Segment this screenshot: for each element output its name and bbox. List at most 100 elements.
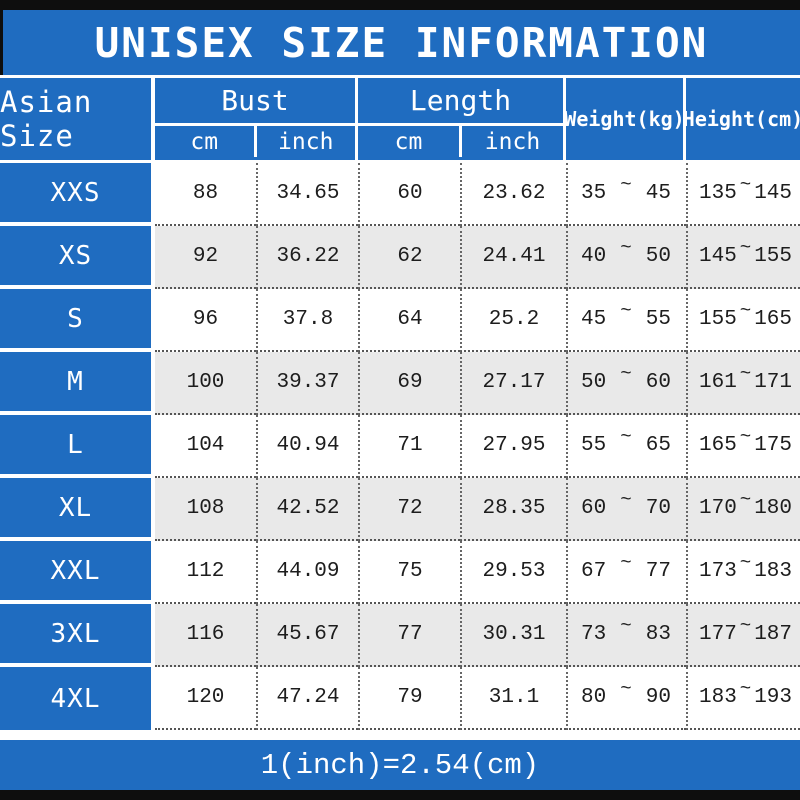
bust-cm-value: 96 (155, 289, 256, 352)
tilde-separator: ~ (620, 614, 632, 637)
height-max-value: 171 (754, 371, 792, 394)
page-title: UNISEX SIZE INFORMATION (94, 18, 709, 67)
weight-range: 40 ~50 (566, 226, 686, 289)
weight-range: 60 ~70 (566, 478, 686, 541)
weight-range: 80 ~90 (566, 667, 686, 730)
tilde-separator: ~ (739, 614, 752, 637)
tilde-separator: ~ (620, 173, 632, 196)
bottom-black-bar (0, 790, 800, 800)
length-cm-value: 69 (358, 352, 460, 415)
col-header-asian-size: Asian Size (0, 78, 155, 160)
tilde-separator: ~ (620, 362, 632, 385)
size-label: M (0, 352, 155, 415)
length-cm-value: 72 (358, 478, 460, 541)
length-cm-value: 75 (358, 541, 460, 604)
length-cm-value: 79 (358, 667, 460, 730)
weight-range: 35 ~45 (566, 163, 686, 226)
bust-group-label: Bust (155, 78, 355, 126)
size-label: XL (0, 478, 155, 541)
height-range: 170 ~180 (686, 478, 800, 541)
weight-range: 50 ~60 (566, 352, 686, 415)
weight-max-value: 45 (645, 182, 671, 205)
size-label: 3XL (0, 604, 155, 667)
bust-cm-value: 120 (155, 667, 256, 730)
bust-subheader: cm inch (155, 126, 355, 157)
bust-cm-value: 108 (155, 478, 256, 541)
table-row: L 104 40.94 71 27.95 55 ~65 165 ~175 (0, 415, 800, 478)
weight-range: 73 ~83 (566, 604, 686, 667)
col-header-bust-cm: cm (190, 128, 219, 155)
col-header-height: Height(cm) (683, 78, 800, 160)
length-inch-value: 31.1 (460, 667, 566, 730)
size-label: S (0, 289, 155, 352)
table-row: XL 108 42.52 72 28.35 60 ~70 170 ~180 (0, 478, 800, 541)
col-header-length-cm: cm (394, 128, 423, 155)
tilde-separator: ~ (620, 488, 632, 511)
height-min-value: 155 (699, 308, 737, 331)
weight-range: 55 ~65 (566, 415, 686, 478)
height-max-value: 145 (754, 182, 792, 205)
length-cm-value: 60 (358, 163, 460, 226)
height-range: 165 ~175 (686, 415, 800, 478)
weight-min-value: 55 (581, 434, 607, 457)
height-range: 173 ~183 (686, 541, 800, 604)
bust-cm-value: 100 (155, 352, 256, 415)
weight-min-value: 50 (581, 371, 607, 394)
height-min-value: 161 (699, 371, 737, 394)
length-cm-value: 62 (358, 226, 460, 289)
weight-max-value: 50 (645, 245, 671, 268)
height-range: 155 ~165 (686, 289, 800, 352)
size-label: XS (0, 226, 155, 289)
height-min-value: 177 (699, 623, 737, 646)
weight-range: 45 ~55 (566, 289, 686, 352)
weight-min-value: 80 (581, 686, 607, 709)
tilde-separator: ~ (620, 299, 632, 322)
height-max-value: 180 (754, 497, 792, 520)
weight-max-value: 65 (645, 434, 671, 457)
weight-min-value: 40 (581, 245, 607, 268)
length-cm-value: 71 (358, 415, 460, 478)
bust-inch-value: 40.94 (256, 415, 358, 478)
height-range: 135 ~145 (686, 163, 800, 226)
table-row: S 96 37.8 64 25.2 45 ~55 155 ~165 (0, 289, 800, 352)
divider (0, 75, 800, 78)
table-row: XS 92 36.22 62 24.41 40 ~50 145 ~155 (0, 226, 800, 289)
length-group-label: Length (358, 78, 563, 126)
weight-min-value: 45 (581, 308, 607, 331)
table-row: 3XL 116 45.67 77 30.31 73 ~83 177 ~187 (0, 604, 800, 667)
height-max-value: 183 (754, 560, 792, 583)
bust-cm-value: 116 (155, 604, 256, 667)
top-black-bar (0, 0, 800, 10)
tilde-separator: ~ (739, 362, 752, 385)
weight-range: 67 ~77 (566, 541, 686, 604)
bust-inch-value: 45.67 (256, 604, 358, 667)
height-max-value: 187 (754, 623, 792, 646)
bust-inch-value: 44.09 (256, 541, 358, 604)
height-min-value: 135 (699, 182, 737, 205)
weight-min-value: 35 (581, 182, 607, 205)
length-inch-value: 23.62 (460, 163, 566, 226)
bust-inch-value: 34.65 (256, 163, 358, 226)
col-header-length-inch: inch (459, 126, 563, 157)
weight-min-value: 67 (581, 560, 607, 583)
size-label: L (0, 415, 155, 478)
length-inch-value: 24.41 (460, 226, 566, 289)
height-max-value: 193 (754, 686, 792, 709)
table-row: 4XL 120 47.24 79 31.1 80 ~90 183 ~193 (0, 667, 800, 730)
bust-cm-value: 92 (155, 226, 256, 289)
height-range: 177 ~187 (686, 604, 800, 667)
height-max-value: 175 (754, 434, 792, 457)
table-row: M 100 39.37 69 27.17 50 ~60 161 ~171 (0, 352, 800, 415)
bust-inch-value: 39.37 (256, 352, 358, 415)
height-min-value: 165 (699, 434, 737, 457)
conversion-note: 1(inch)=2.54(cm) (260, 748, 540, 782)
col-group-length: Length cm inch (358, 78, 566, 160)
weight-max-value: 55 (645, 308, 671, 331)
weight-max-value: 83 (645, 623, 671, 646)
height-max-value: 165 (754, 308, 792, 331)
height-range: 183 ~193 (686, 667, 800, 730)
footer-band: 1(inch)=2.54(cm) (0, 740, 800, 790)
tilde-separator: ~ (739, 173, 752, 196)
bust-cm-value: 104 (155, 415, 256, 478)
weight-min-value: 60 (581, 497, 607, 520)
